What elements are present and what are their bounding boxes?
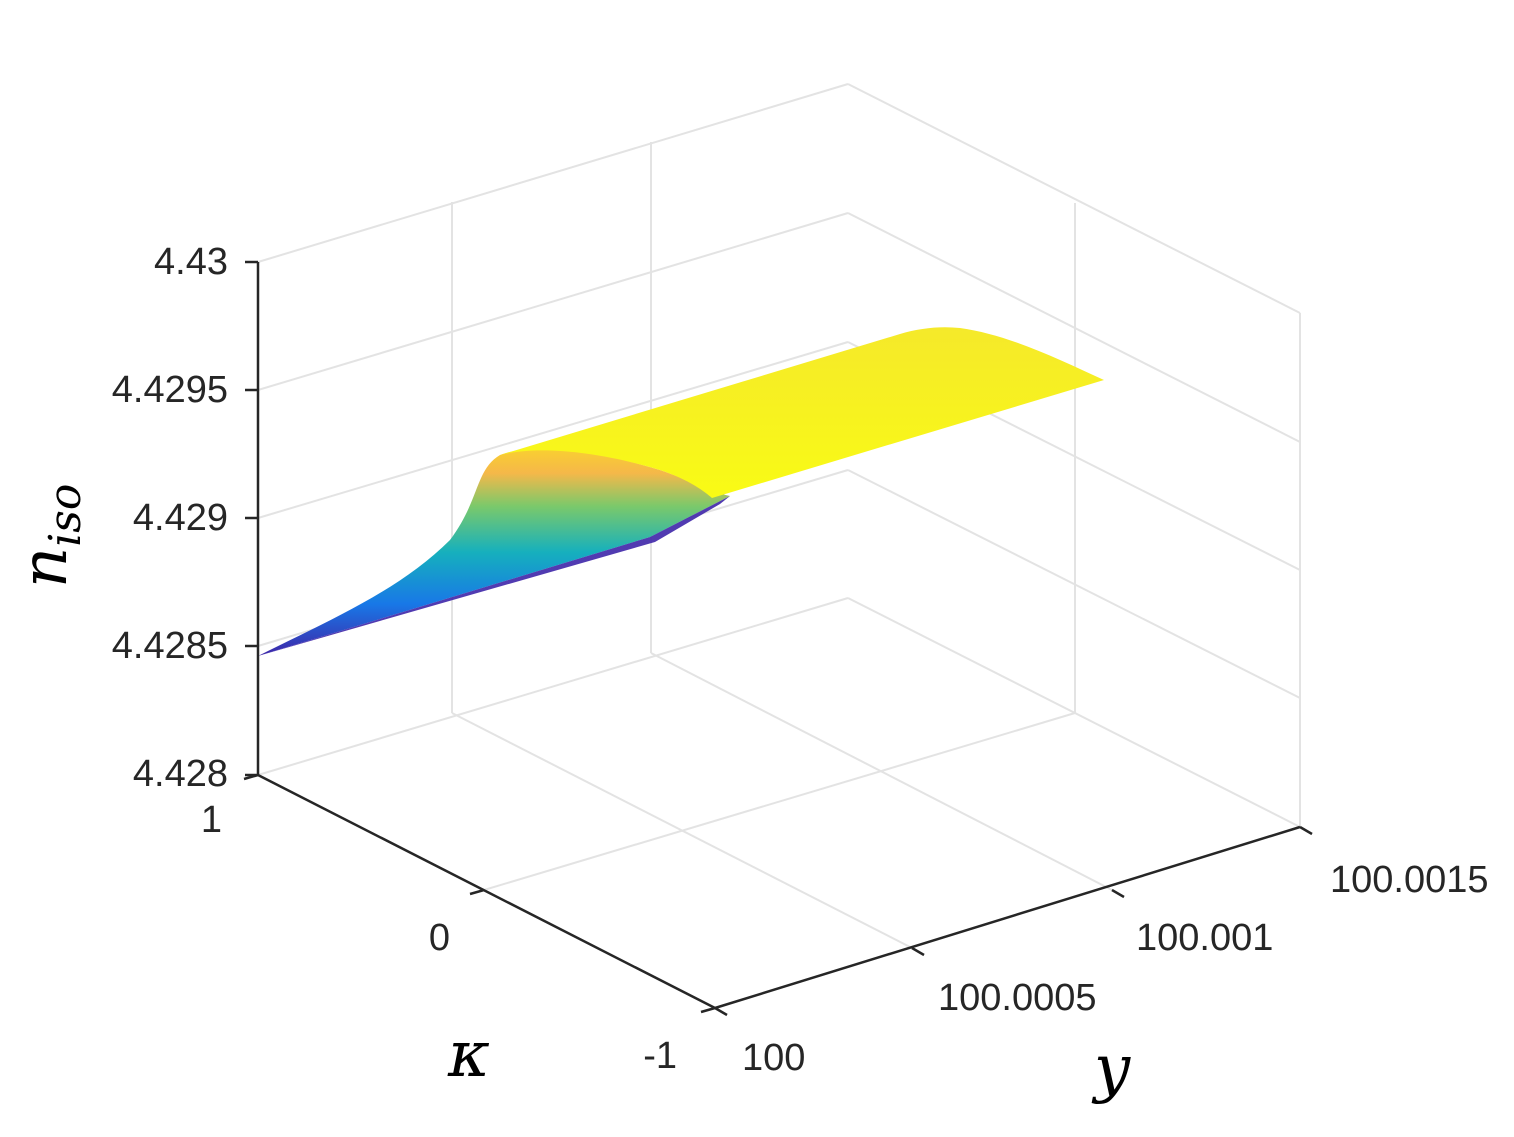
kappa-tick-labels: 1 0 -1 — [201, 799, 677, 1077]
axes-lines — [243, 260, 1313, 1017]
y-tick-label: 100.001 — [1136, 917, 1273, 959]
y-tick-label: 100 — [742, 1037, 805, 1079]
grid-lines — [257, 83, 1301, 949]
z-axis-label-subscript: iso — [40, 484, 91, 547]
surface — [258, 327, 1104, 656]
z-tick-label: 4.43 — [154, 241, 228, 283]
y-axis-label: y — [1091, 1032, 1131, 1106]
z-tick-label: 4.4285 — [112, 625, 228, 667]
z-tick-label: 4.429 — [133, 497, 228, 539]
y-axis-line — [714, 825, 1301, 1010]
surface-left-face — [258, 448, 730, 656]
axis-labels: κ y niso — [8, 484, 1131, 1106]
z-tick-label: 4.428 — [133, 753, 228, 795]
surface-right-face — [500, 327, 1104, 498]
z-tick-labels: 4.43 4.4295 4.429 4.4285 4.428 — [112, 241, 228, 795]
z-axis-label-main: n — [8, 547, 82, 588]
kappa-tick-label: -1 — [643, 1035, 677, 1077]
kappa-axis-line — [257, 773, 716, 1010]
kappa-tick-label: 0 — [429, 917, 450, 959]
kappa-tick-label: 1 — [201, 799, 222, 841]
z-axis-label: niso — [8, 484, 91, 588]
z-tick-label: 4.4295 — [112, 369, 228, 411]
y-tick-labels: 100 100.0005 100.001 100.0015 — [742, 859, 1489, 1079]
y-tick-label: 100.0015 — [1330, 859, 1489, 901]
y-tick-label: 100.0005 — [938, 977, 1097, 1019]
kappa-axis-label: κ — [447, 1018, 490, 1092]
